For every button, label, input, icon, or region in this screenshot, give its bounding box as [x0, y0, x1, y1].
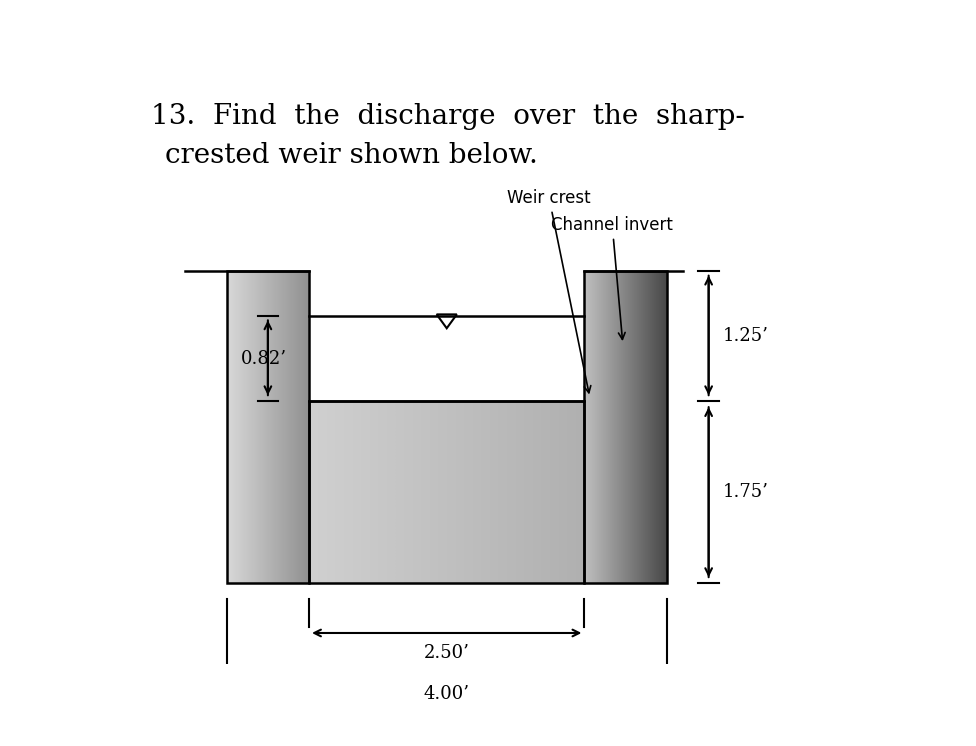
Bar: [309, 401, 585, 583]
Text: 2.50’: 2.50’: [424, 644, 469, 662]
Text: 13.  Find  the  discharge  over  the  sharp-: 13. Find the discharge over the sharp-: [151, 104, 746, 131]
Text: 4.00’: 4.00’: [424, 686, 469, 703]
Text: Weir crest: Weir crest: [508, 189, 590, 393]
Text: crested weir shown below.: crested weir shown below.: [165, 142, 538, 169]
Text: 1.25’: 1.25’: [722, 327, 768, 345]
Text: Channel invert: Channel invert: [551, 216, 673, 339]
Text: 0.82’: 0.82’: [241, 350, 287, 368]
Bar: [226, 272, 309, 583]
Text: 1.75’: 1.75’: [722, 483, 768, 501]
Bar: [585, 272, 667, 583]
